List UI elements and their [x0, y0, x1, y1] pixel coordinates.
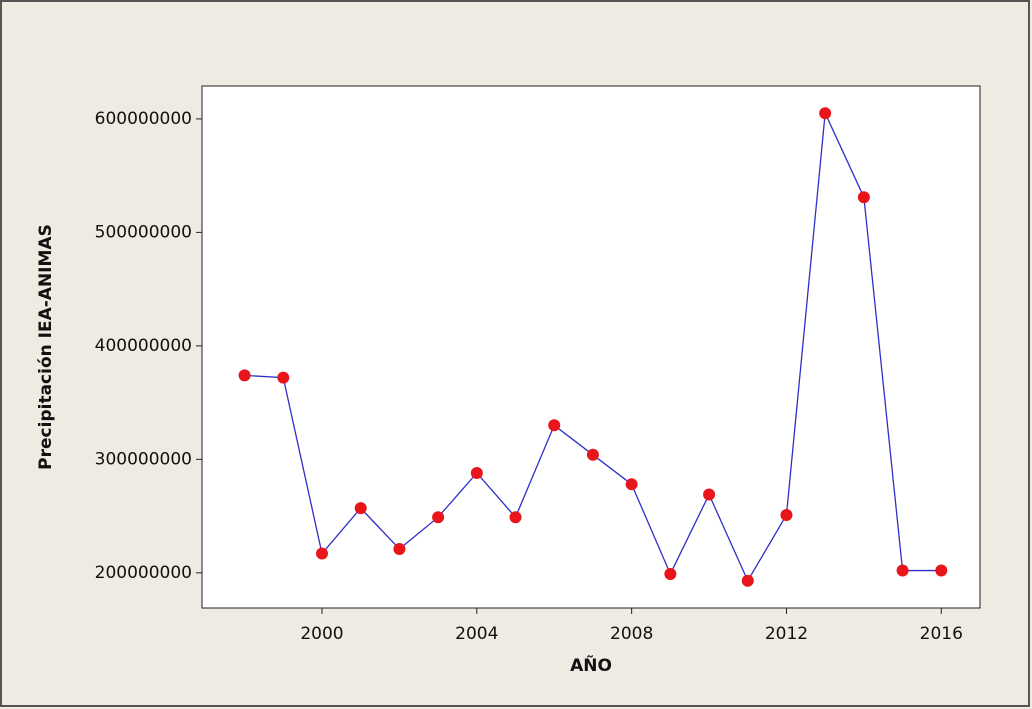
data-point — [586, 448, 599, 461]
y-axis-label: Precipitación IEA-ANIMAS — [36, 224, 56, 470]
x-tick-label: 2016 — [920, 624, 963, 644]
x-tick-label: 2012 — [765, 624, 808, 644]
data-point — [935, 564, 948, 577]
data-point — [432, 511, 445, 524]
data-point — [354, 502, 367, 515]
data-point — [857, 191, 870, 204]
x-tick-label: 2008 — [610, 624, 653, 644]
y-tick-label: 200000000 — [95, 563, 192, 583]
data-point — [741, 574, 754, 587]
data-point — [393, 542, 406, 555]
data-point — [315, 547, 328, 560]
data-point — [509, 511, 522, 524]
y-tick-label: 300000000 — [95, 449, 192, 469]
data-point — [625, 478, 638, 491]
data-point — [819, 107, 832, 120]
y-tick-label: 500000000 — [95, 222, 192, 242]
x-axis-label: AÑO — [570, 653, 612, 676]
x-tick-label: 2004 — [455, 624, 498, 644]
data-point — [277, 371, 290, 384]
y-tick-label: 400000000 — [95, 336, 192, 356]
data-point — [664, 567, 677, 580]
plot-area — [201, 85, 981, 609]
data-point — [703, 488, 716, 501]
data-point — [238, 369, 251, 382]
x-tick-label: 2000 — [300, 624, 343, 644]
data-point — [896, 564, 909, 577]
data-point — [548, 419, 561, 432]
y-tick-label: 600000000 — [95, 109, 192, 129]
data-point — [470, 466, 483, 479]
data-point — [780, 508, 793, 521]
